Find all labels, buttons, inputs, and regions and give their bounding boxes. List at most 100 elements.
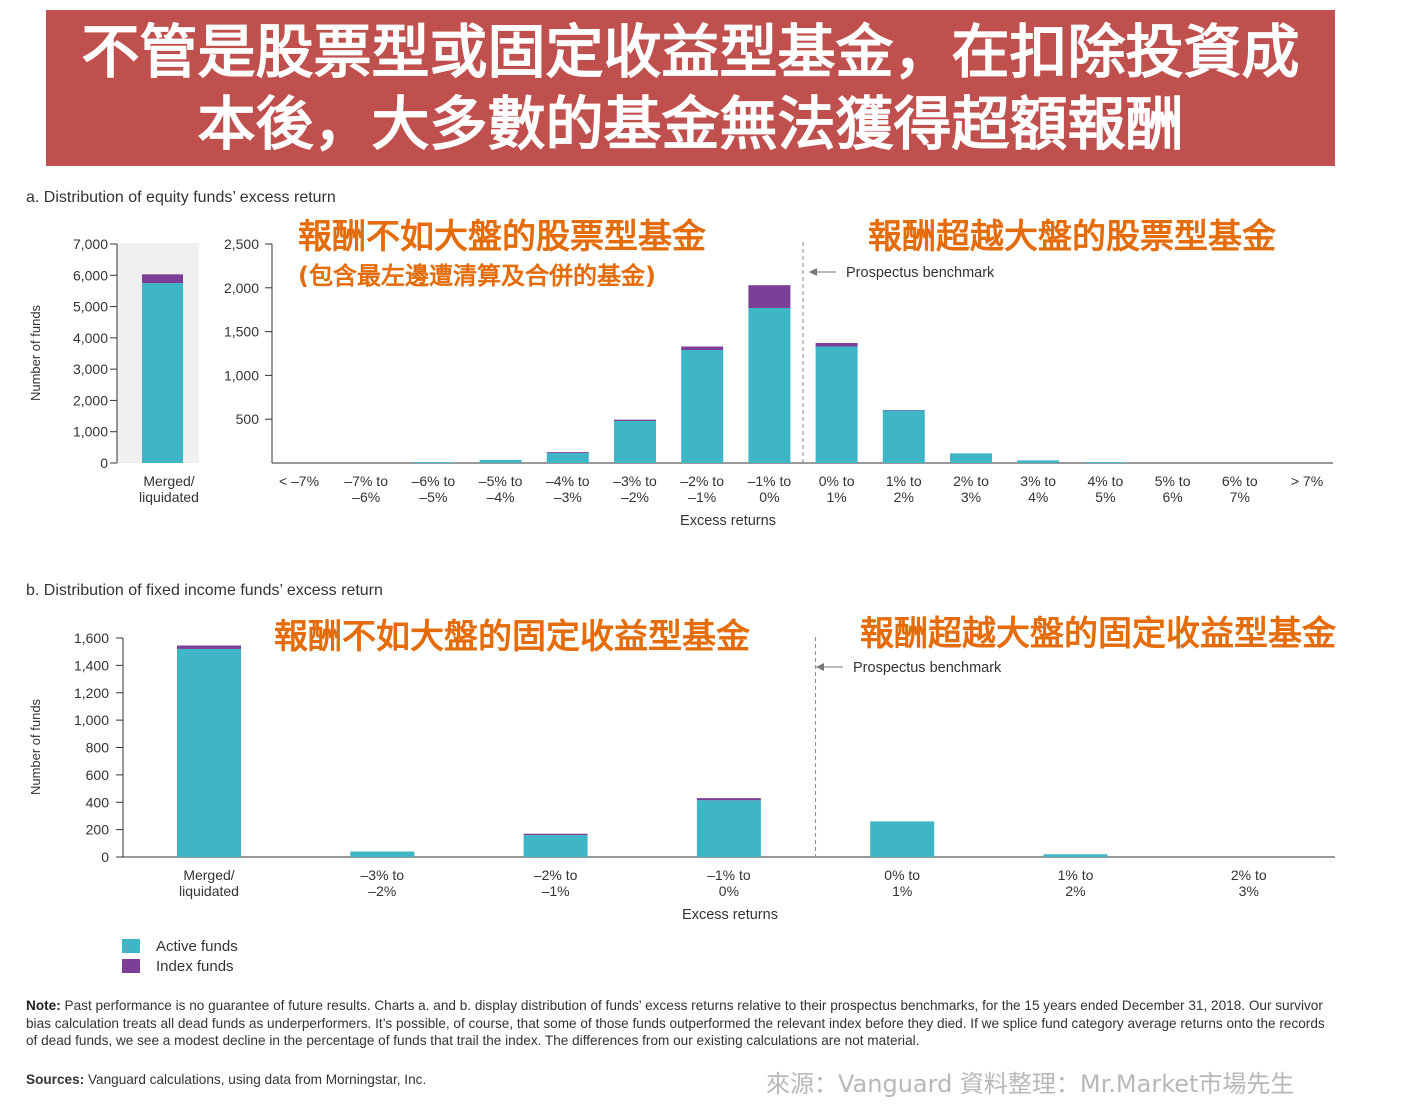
title-line-1: 不管是股票型或固定收益型基金，在扣除投資成	[81, 18, 1300, 86]
chart-b-y-tick-label: 1,400	[74, 657, 109, 673]
bar-active	[1084, 462, 1127, 463]
x-tick-label: –3% to	[613, 473, 657, 489]
x-tick-label: –2% to	[534, 867, 578, 883]
x-tick-label: 2% to	[1231, 867, 1267, 883]
sources: Sources: Vanguard calculations, using da…	[26, 1072, 426, 1087]
chart-b-y-tick-label: 400	[86, 794, 110, 810]
benchmark-arrowhead	[809, 268, 817, 276]
chart-b-y-tick-label: 1,000	[74, 712, 109, 728]
x-tick-label: liquidated	[179, 883, 239, 899]
x-tick-label: –4% to	[546, 473, 590, 489]
chart-a-y-tick-label: 500	[236, 411, 260, 427]
chart-b-y-tick-label: 1,200	[74, 685, 109, 701]
sources-label: Sources:	[26, 1072, 85, 1087]
note-text: Past performance is no guarantee of futu…	[26, 998, 1325, 1049]
x-tick-label: < –7%	[279, 473, 319, 489]
legend-label-index: Index funds	[156, 957, 234, 975]
chart-b-y-tick-label: 600	[86, 767, 110, 783]
x-tick-label: –2%	[621, 489, 649, 505]
benchmark-arrowhead	[816, 663, 824, 671]
x-label-merged-line1: Merged/	[143, 473, 194, 489]
legend-item-active: Active funds	[122, 936, 238, 956]
bar-index	[815, 342, 858, 347]
x-tick-label: 2%	[894, 489, 914, 505]
x-tick-label: –7% to	[344, 473, 388, 489]
chart-b-y-tick-label: 800	[86, 740, 110, 756]
merged-y-tick-label: 6,000	[73, 267, 108, 283]
equity-funds-chart: a. Distribution of equity funds’ excess …	[26, 189, 1333, 529]
chart-b-y-tick-label: 1,600	[74, 630, 109, 646]
title-line-2: 本後，大多數的基金無法獲得超額報酬	[197, 90, 1184, 158]
x-tick-label: –1% to	[748, 473, 792, 489]
merged-y-tick-label: 2,000	[73, 392, 108, 408]
x-label-merged-line2: liquidated	[139, 489, 199, 505]
bar-active	[1043, 854, 1108, 857]
chart-a-y-tick-label: 2,500	[224, 236, 259, 252]
bar-merged-index	[142, 274, 183, 284]
x-tick-label: –3% to	[361, 867, 405, 883]
index-funds-swatch	[122, 959, 140, 973]
bar-active	[748, 307, 791, 463]
x-tick-label: 6% to	[1222, 473, 1258, 489]
merged-y-tick-label: 3,000	[73, 361, 108, 377]
chart-a-y-tick-label: 2,000	[224, 280, 259, 296]
bar-active	[479, 459, 522, 463]
x-tick-label: –6% to	[412, 473, 456, 489]
x-tick-label: –1%	[688, 489, 716, 505]
x-tick-label: –5% to	[479, 473, 523, 489]
chart-a-y-tick-label: 1,000	[224, 367, 259, 383]
bar-active	[546, 452, 589, 463]
bar-active	[870, 821, 935, 857]
chart-b-x-axis-label: Excess returns	[682, 907, 778, 923]
bar-index	[546, 452, 589, 453]
bar-active	[882, 410, 925, 463]
merged-y-tick-label: 4,000	[73, 330, 108, 346]
bar-index	[696, 798, 761, 801]
chart-a-x-axis-label: Excess returns	[680, 513, 776, 529]
x-tick-label: –6%	[352, 489, 380, 505]
x-tick-label: –4%	[487, 489, 515, 505]
credit-watermark: 來源：Vanguard 資料整理：Mr.Market市場先生	[766, 1070, 1295, 1098]
x-tick-label: 0% to	[884, 867, 920, 883]
x-tick-label: 4%	[1028, 489, 1048, 505]
x-tick-label: –1% to	[707, 867, 751, 883]
x-tick-label: 0% to	[819, 473, 855, 489]
x-tick-label: –2%	[368, 883, 396, 899]
x-tick-label: –2% to	[680, 473, 724, 489]
bar-active	[177, 648, 241, 857]
x-tick-label: 3%	[1239, 883, 1259, 899]
merged-y-tick-label: 1,000	[73, 424, 108, 440]
x-tick-label: 1% to	[1058, 867, 1094, 883]
legend: Active funds Index funds	[122, 936, 238, 976]
chart-a-y-tick-label: 1,500	[224, 324, 259, 340]
annotation-underperform: 報酬不如大盤的股票型基金	[298, 217, 707, 257]
chart-a-y-axis-label: Number of funds	[28, 304, 43, 401]
bar-active	[681, 349, 724, 463]
annotation-outperform: 報酬超越大盤的固定收益型基金	[860, 614, 1337, 654]
x-tick-label: 7%	[1230, 489, 1250, 505]
x-tick-label: 0%	[719, 883, 739, 899]
bar-active	[815, 346, 858, 463]
bar-active	[614, 420, 656, 463]
bar-active	[696, 800, 761, 857]
bar-index	[614, 419, 656, 421]
fixed-income-funds-chart: b. Distribution of fixed income funds’ e…	[26, 582, 1337, 923]
x-tick-label: Merged/	[183, 867, 234, 883]
merged-y-tick-label: 0	[100, 455, 108, 471]
annotation-underperform-note: (包含最左邊遭清算及合併的基金)	[298, 262, 656, 290]
x-tick-label: 5%	[1095, 489, 1115, 505]
annotation-underperform: 報酬不如大盤的固定收益型基金	[274, 617, 751, 657]
merged-y-tick-label: 5,000	[73, 299, 108, 315]
legend-label-active: Active funds	[156, 937, 238, 955]
chart-b-title: b. Distribution of fixed income funds’ e…	[26, 582, 383, 599]
x-tick-label: 1% to	[886, 473, 922, 489]
chart-b-y-tick-label: 0	[101, 849, 109, 865]
bar-merged-active	[142, 283, 183, 463]
x-tick-label: 0%	[759, 489, 779, 505]
bar-index	[748, 285, 791, 308]
bar-active	[523, 835, 588, 857]
bar-active	[412, 462, 455, 463]
x-tick-label: –5%	[419, 489, 447, 505]
x-tick-label: 1%	[892, 883, 912, 899]
benchmark-label: Prospectus benchmark	[846, 265, 995, 281]
